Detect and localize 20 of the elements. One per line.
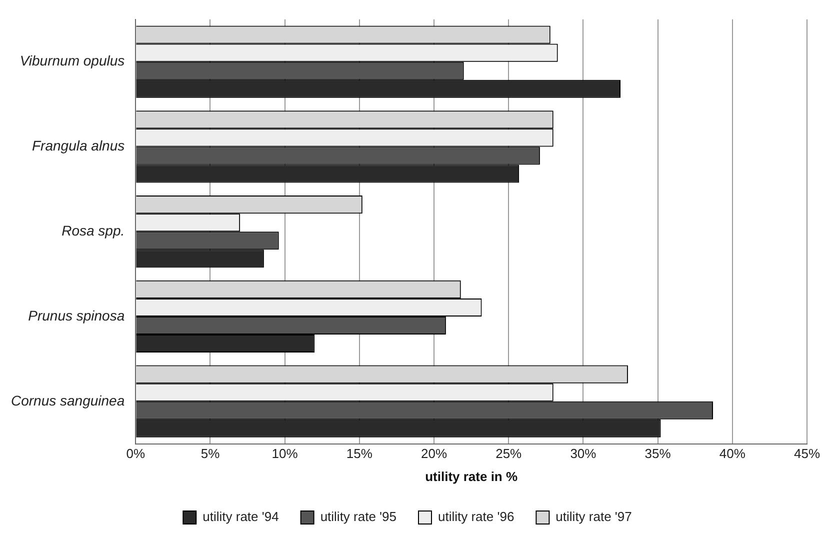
x-tick-label: 0% [126,446,146,462]
legend-label: utility rate '95 [320,509,397,524]
legend-label: utility rate '96 [438,509,514,524]
y-tick-label: Rosa spp. [62,222,125,238]
x-axis-title: utility rate in % [425,468,518,484]
x-tick-label: 25% [496,446,522,462]
legend-label: utility rate '97 [556,509,632,524]
y-tick-label: Cornus sanguinea [10,392,125,408]
x-tick-label: 5% [200,446,220,462]
x-tick-label: 30% [570,446,597,462]
y-tick-label: Viburnum opulus [20,52,125,69]
x-tick-label: 45% [794,446,820,462]
x-tick-label: 40% [719,446,746,462]
x-tick-label: 35% [644,446,672,462]
x-tick-label: 20% [421,446,448,462]
x-tick-label: 10% [272,446,298,462]
legend-label: utility rate '94 [202,509,279,524]
y-tick-label: Prunus spinosa [28,307,125,324]
x-tick-label: 15% [346,446,373,462]
y-tick-label: Frangula alnus [32,138,125,154]
